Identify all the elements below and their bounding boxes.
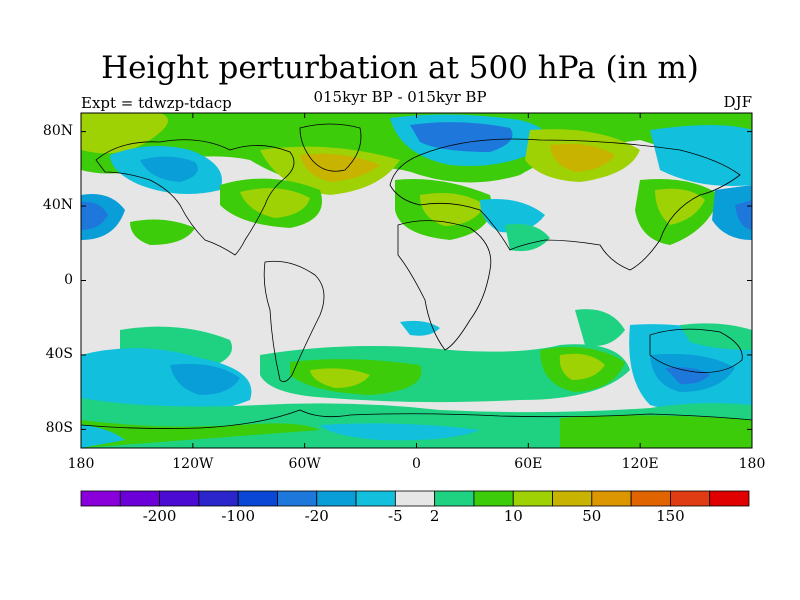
field-region <box>480 199 545 233</box>
field-region <box>81 425 125 448</box>
lon-tick-label: 180 <box>67 456 95 472</box>
colorbar-swatch <box>355 490 396 507</box>
field-region <box>170 363 240 395</box>
colorbar-swatch <box>159 490 200 507</box>
colorbar-swatch <box>277 490 318 507</box>
experiment-label: Expt = tdwzp-tdacp <box>81 94 232 112</box>
field-region <box>81 348 252 416</box>
colorbar-tick-label: 10 <box>503 507 523 525</box>
field-region <box>81 420 320 448</box>
field-region <box>320 423 480 441</box>
lon-tick-label: 0 <box>412 456 421 472</box>
field-region <box>420 192 485 226</box>
map-subtitle: 015kyr BP - 015kyr BP <box>313 88 487 106</box>
coastline-australia <box>649 328 743 373</box>
colorbar-swatch <box>512 490 553 507</box>
field-region <box>650 125 752 186</box>
coastline-africa <box>397 220 492 351</box>
colorbar-swatch <box>670 490 711 507</box>
colorbar-swatch <box>198 490 239 507</box>
field-region <box>735 200 752 230</box>
field-region <box>559 353 605 380</box>
lon-tick-label: 180 <box>738 456 766 472</box>
field-region <box>550 143 615 172</box>
lon-tick-label: 120W <box>172 456 214 472</box>
colorbar-swatch <box>394 490 436 507</box>
field-region <box>712 185 752 240</box>
season-label: DJF <box>723 93 752 111</box>
colorbar-tick-label: -5 <box>388 507 403 525</box>
field-region <box>410 122 513 152</box>
field-region <box>505 223 550 252</box>
coastline-south-america <box>263 260 325 383</box>
field-region <box>130 219 195 245</box>
coastlines <box>81 123 752 429</box>
field-region <box>81 201 108 230</box>
colorbar-swatch <box>316 490 357 507</box>
field-region <box>665 367 710 385</box>
colorbar <box>80 490 750 507</box>
colorbar-swatch <box>630 490 671 507</box>
lat-tick-label: 40S <box>45 345 73 362</box>
field-region <box>81 113 168 154</box>
lat-tick-label: 80N <box>42 122 73 139</box>
coastline-antarctica <box>81 409 752 429</box>
field-region <box>560 415 752 448</box>
colorbar-tick-label: -200 <box>142 507 177 525</box>
field-region <box>140 156 198 182</box>
lat-tick-label: 0 <box>64 271 73 288</box>
page-title: Height perturbation at 500 hPa (in m) <box>101 50 699 86</box>
lon-tick-label: 120E <box>621 456 659 472</box>
colorbar-swatch <box>552 490 593 507</box>
field-region <box>400 320 440 336</box>
colorbar-swatch <box>434 490 475 507</box>
colorbar-tick-label: 2 <box>429 507 440 525</box>
colorbar-swatch <box>709 490 750 507</box>
colorbar-swatch <box>473 490 514 507</box>
lat-tick-label: 80S <box>45 420 73 437</box>
colorbar-swatch <box>591 490 632 507</box>
colorbar-swatch <box>119 490 160 507</box>
field-region <box>300 153 380 182</box>
field-region <box>240 188 310 218</box>
anomaly-field <box>81 113 752 448</box>
axis-ticks <box>80 113 753 448</box>
colorbar-tick-label: -100 <box>221 507 256 525</box>
coastline-greenland <box>299 123 362 172</box>
coastline-north-america <box>95 139 295 256</box>
field-region <box>655 188 705 225</box>
colorbar-tick-label: -20 <box>304 507 329 525</box>
coastline-eurasia <box>389 138 741 271</box>
colorbar-swatch <box>80 490 121 507</box>
colorbar-swatch <box>237 490 278 507</box>
lon-tick-label: 60E <box>514 456 543 472</box>
lon-tick-label: 60W <box>288 456 321 472</box>
field-region <box>310 368 370 388</box>
lat-tick-label: 40N <box>42 197 73 214</box>
colorbar-tick-label: 50 <box>582 507 602 525</box>
field-region <box>575 309 625 346</box>
field-region <box>680 323 752 350</box>
colorbar-tick-label: 150 <box>656 507 685 525</box>
